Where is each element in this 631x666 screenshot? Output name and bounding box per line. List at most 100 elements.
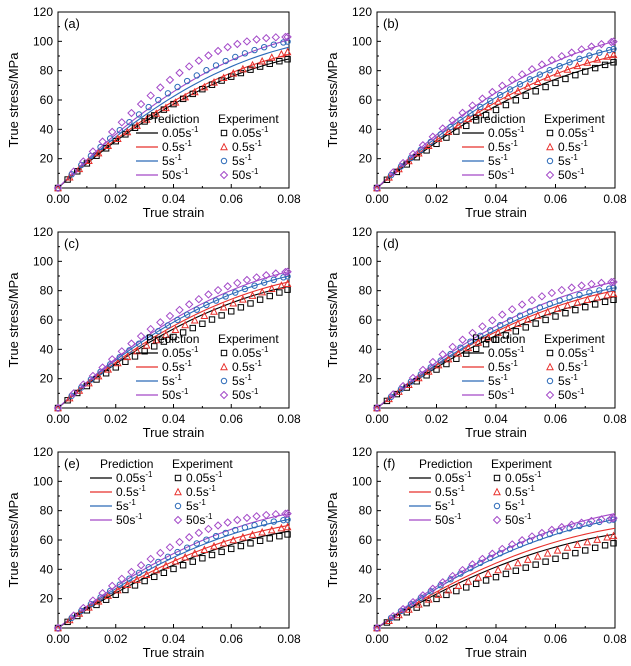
experiment-point [135,569,143,577]
y-tick-label: 20 [40,152,54,166]
legend-rate-unit: s-1 [245,167,259,182]
prediction-line-1 [57,530,290,629]
legend-marker-3 [546,157,554,165]
experiment-point [75,164,84,173]
experiment-point [64,618,71,626]
legend-rate-label: 0.5 [558,140,575,154]
legend-rate-label: 0.05 [232,126,256,140]
legend-marker-2 [493,487,501,496]
legend-rate-unit: s-1 [581,125,595,140]
experiment-point [54,404,62,412]
experiment-point [522,92,529,99]
y-tick-label: 20 [40,592,54,606]
experiment-point [553,68,562,77]
experiment-point [418,591,428,600]
experiment-point [527,65,537,74]
experiment-point [222,293,229,300]
experiment-point [171,325,180,334]
experiment-point [267,53,276,61]
experiment-point [228,308,235,315]
experiment-point [557,51,566,61]
y-tick-label: 40 [40,122,54,136]
experiment-point [468,560,477,569]
legend-rate-label: 50 [435,513,449,527]
experiment-point [498,81,507,90]
experiment-point [532,561,539,568]
experiment-point [98,137,107,146]
experiment-point [252,35,261,44]
experiment-point [444,127,453,136]
x-axis-label: True strain [143,645,205,660]
legend-rate-unit: s-1 [185,125,199,140]
experiment-point [463,584,470,591]
experiment-point [232,53,239,61]
x-tick-label: 0.04 [162,192,186,206]
legend-rate-label: 0.5 [116,485,133,499]
experiment-point [507,305,517,314]
experiment-point [194,56,204,65]
experiment-point [601,542,609,549]
experiment-point [175,68,184,78]
experiment-point [200,311,209,320]
experiment-point [496,91,504,99]
experiment-point [238,532,247,541]
x-tick-label: 0.08 [277,412,301,426]
experiment-point [170,333,177,341]
experiment-point [607,514,616,523]
experiment-point [428,584,438,593]
experiment-point [577,518,586,527]
legend-marker-1 [220,349,228,357]
experiment-point [189,324,196,332]
experiment-point [438,124,447,133]
legend-rate-unit: s-1 [123,498,137,513]
legend-rate-unit: s-1 [581,345,595,360]
y-tick-label: 40 [359,122,373,136]
experiment-point [122,358,129,365]
y-tick-label: 60 [40,93,54,107]
experiment-point [233,278,242,288]
experiment-point [562,75,569,83]
experiment-point [222,529,229,537]
experiment-point [218,312,225,319]
experiment-point [252,273,261,282]
experiment-point [553,546,562,554]
experiment-point [165,75,175,85]
experiment-point [610,59,617,66]
experiment-point [463,122,470,130]
legend-rate-label: 5 [558,374,565,388]
experiment-point [107,355,117,364]
experiment-series-3 [54,38,291,192]
experiment-point [233,39,242,49]
panel-label: (c) [64,236,79,251]
experiment-point [507,540,517,549]
experiment-point [219,538,228,547]
experiment-point [523,315,532,323]
experiment-point [219,302,228,311]
experiment-point [434,590,443,598]
experiment-point [280,516,287,524]
experiment-point [372,183,382,193]
experiment-point [572,71,579,79]
legend-rate-unit: s-1 [255,125,269,140]
experiment-point [577,45,586,54]
experiment-point [276,58,283,65]
experiment-point [104,365,113,373]
experiment-point [98,588,107,598]
legend-rate-unit: s-1 [179,139,193,154]
experiment-point [444,585,453,594]
experiment-point [126,118,133,126]
x-tick-label: 0.06 [220,412,244,426]
experiment-point [136,561,146,570]
legend-rate-label: 50 [488,168,502,182]
legend-rate-label: 5 [162,154,169,168]
experiment-point [277,523,286,532]
x-tick-label: 0.00 [365,192,389,206]
experiment-point [457,116,464,124]
legend-rate-label: 0.5 [186,485,203,499]
legend-rate-unit: s-1 [175,167,189,182]
experiment-point [447,350,454,358]
experiment-point [247,540,254,547]
experiment-point [587,42,596,51]
experiment-point [487,97,494,105]
y-axis-label: True stress/MPa [6,52,21,148]
